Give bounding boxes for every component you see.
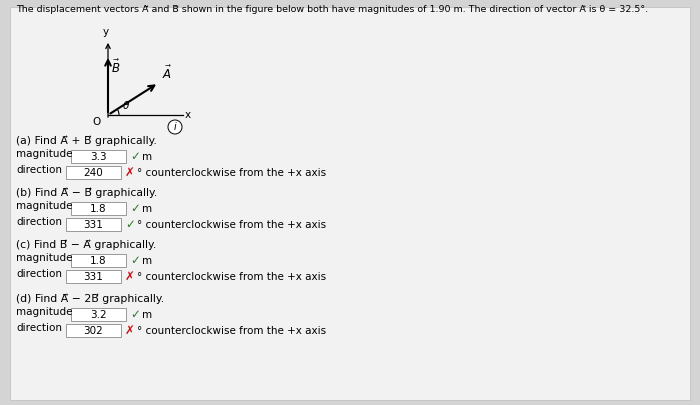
Text: magnitude: magnitude bbox=[16, 307, 73, 317]
Text: (d) Find A⃗ − 2B⃗ graphically.: (d) Find A⃗ − 2B⃗ graphically. bbox=[16, 293, 164, 303]
FancyBboxPatch shape bbox=[66, 324, 121, 337]
Text: (b) Find A⃗ − B⃗ graphically.: (b) Find A⃗ − B⃗ graphically. bbox=[16, 187, 158, 198]
Text: 1.8: 1.8 bbox=[90, 203, 107, 213]
FancyBboxPatch shape bbox=[66, 270, 121, 283]
FancyBboxPatch shape bbox=[71, 202, 126, 215]
Text: m: m bbox=[142, 309, 152, 320]
Text: ✓: ✓ bbox=[130, 254, 140, 267]
Text: ✗: ✗ bbox=[125, 166, 135, 179]
Text: ✓: ✓ bbox=[125, 218, 135, 231]
Text: m: m bbox=[142, 256, 152, 266]
Text: 3.3: 3.3 bbox=[90, 151, 107, 162]
Text: 331: 331 bbox=[83, 271, 104, 281]
Text: $\vec{B}$: $\vec{B}$ bbox=[111, 59, 120, 76]
FancyBboxPatch shape bbox=[66, 218, 121, 231]
Text: ✓: ✓ bbox=[130, 150, 140, 163]
Text: 302: 302 bbox=[83, 326, 104, 335]
Text: m: m bbox=[142, 203, 152, 213]
Text: y: y bbox=[103, 27, 109, 37]
Text: The displacement vectors A⃗ and B⃗ shown in the figure below both have magnitude: The displacement vectors A⃗ and B⃗ shown… bbox=[16, 5, 648, 14]
Text: x: x bbox=[185, 110, 191, 120]
FancyBboxPatch shape bbox=[66, 166, 121, 179]
Text: direction: direction bbox=[16, 269, 62, 279]
Text: direction: direction bbox=[16, 165, 62, 175]
Text: (a) Find A⃗ + B⃗ graphically.: (a) Find A⃗ + B⃗ graphically. bbox=[16, 135, 157, 145]
Text: i: i bbox=[174, 122, 176, 132]
Text: direction: direction bbox=[16, 217, 62, 227]
Text: 331: 331 bbox=[83, 220, 104, 230]
FancyBboxPatch shape bbox=[10, 7, 690, 400]
Text: ° counterclockwise from the +x axis: ° counterclockwise from the +x axis bbox=[137, 271, 326, 281]
Text: ° counterclockwise from the +x axis: ° counterclockwise from the +x axis bbox=[137, 168, 326, 177]
Text: 240: 240 bbox=[83, 168, 104, 177]
Text: ° counterclockwise from the +x axis: ° counterclockwise from the +x axis bbox=[137, 220, 326, 230]
Text: $\theta$: $\theta$ bbox=[122, 99, 130, 111]
FancyBboxPatch shape bbox=[71, 254, 126, 267]
Text: 1.8: 1.8 bbox=[90, 256, 107, 266]
Text: ✗: ✗ bbox=[125, 270, 135, 283]
Circle shape bbox=[168, 120, 182, 134]
FancyBboxPatch shape bbox=[71, 308, 126, 321]
Text: ✓: ✓ bbox=[130, 308, 140, 321]
Text: ✗: ✗ bbox=[125, 324, 135, 337]
Text: ° counterclockwise from the +x axis: ° counterclockwise from the +x axis bbox=[137, 326, 326, 335]
Text: ✓: ✓ bbox=[130, 202, 140, 215]
Text: $\vec{A}$: $\vec{A}$ bbox=[162, 65, 172, 82]
Text: magnitude: magnitude bbox=[16, 201, 73, 211]
Text: 3.2: 3.2 bbox=[90, 309, 107, 320]
Text: m: m bbox=[142, 151, 152, 162]
Text: (c) Find B⃗ − A⃗ graphically.: (c) Find B⃗ − A⃗ graphically. bbox=[16, 239, 156, 249]
FancyBboxPatch shape bbox=[71, 150, 126, 163]
Text: O: O bbox=[92, 117, 101, 127]
Text: magnitude: magnitude bbox=[16, 253, 73, 263]
Text: direction: direction bbox=[16, 323, 62, 333]
Text: magnitude: magnitude bbox=[16, 149, 73, 159]
